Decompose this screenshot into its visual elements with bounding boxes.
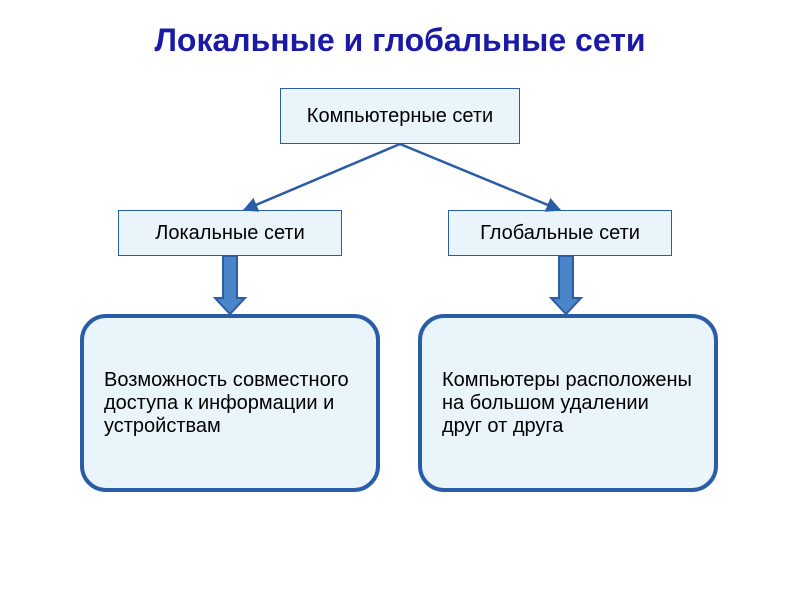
node-root: Компьютерные сети xyxy=(280,88,520,144)
node-local: Локальные сети xyxy=(118,210,342,256)
node-global-label: Глобальные сети xyxy=(480,222,640,245)
node-local-label: Локальные сети xyxy=(155,222,305,245)
node-root-label: Компьютерные сети xyxy=(307,105,493,128)
node-global-desc: Компьютеры расположены на большом удален… xyxy=(418,314,718,492)
node-global-desc-text: Компьютеры расположены на большом удален… xyxy=(442,369,694,438)
node-global: Глобальные сети xyxy=(448,210,672,256)
node-local-desc: Возможность совместного доступа к информ… xyxy=(80,314,380,492)
node-local-desc-text: Возможность совместного доступа к информ… xyxy=(104,369,356,438)
page-title: Локальные и глобальные сети xyxy=(0,22,800,59)
